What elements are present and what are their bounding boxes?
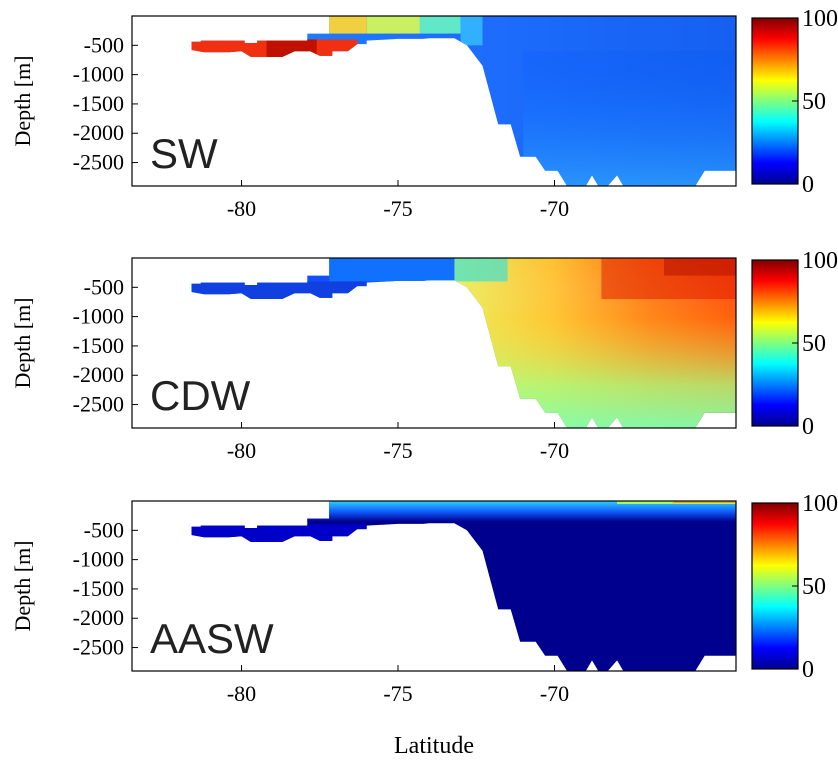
y-tick-label: -1000	[73, 62, 124, 87]
y-tick-label: -2500	[73, 392, 124, 417]
panel-aasw: -500 -1000 -1500 -2000 -2500 -80 -75 -70 Depth […	[10, 491, 838, 706]
colorbar	[752, 503, 798, 669]
cavity-mark	[191, 39, 358, 59]
colorbar-tick-label: 100	[802, 6, 838, 32]
x-tick-label: -80	[227, 681, 256, 706]
y-tick-label: -500	[84, 32, 124, 57]
field-sw	[191, 16, 736, 186]
panel-sw: -500 -1000 -1500 -2000 -2500 -80 -75 -70 Depth […	[10, 6, 838, 221]
colorbar	[752, 18, 798, 184]
y-tick-label: -1500	[73, 91, 124, 116]
colorbar	[752, 260, 798, 426]
colorbar-tick-label: 0	[802, 657, 814, 683]
panel-label: CDW	[150, 372, 251, 419]
x-tick-label: -75	[383, 438, 412, 463]
y-tick-label: -1500	[73, 333, 124, 358]
panel-label: SW	[150, 130, 218, 177]
y-axis-label: Depth [m]	[10, 55, 35, 146]
y-tick-label: -500	[84, 517, 124, 542]
colorbar-tick-label: 0	[802, 172, 814, 198]
x-tick-label: -70	[540, 681, 569, 706]
y-tick-label: -2500	[73, 635, 124, 660]
panel-label: AASW	[150, 615, 274, 662]
y-axis-label: Depth [m]	[10, 540, 35, 631]
y-axis-label: Depth [m]	[10, 297, 35, 388]
y-tick-label: -2000	[73, 120, 124, 145]
colorbar-tick-label: 50	[802, 331, 826, 357]
axes-frame	[131, 500, 737, 672]
panel-cdw: -500 -1000 -1500 -2000 -2500 -80 -75 -70 Depth […	[10, 248, 838, 463]
x-tick-label: -80	[227, 196, 256, 221]
x-tick-label: -80	[227, 438, 256, 463]
colorbar-tick-label: 100	[802, 491, 838, 517]
y-tick-label: -1000	[73, 304, 124, 329]
x-tick-label: -75	[383, 681, 412, 706]
y-tick-label: -2000	[73, 362, 124, 387]
x-axis-label: Latitude	[394, 733, 474, 759]
colorbar-tick-label: 50	[802, 89, 826, 115]
y-tick-label: -2000	[73, 605, 124, 630]
x-tick-label: -75	[383, 196, 412, 221]
x-tick-label: -70	[540, 438, 569, 463]
colorbar-tick-label: 0	[802, 414, 814, 440]
y-tick-label: -500	[84, 274, 124, 299]
y-tick-label: -2500	[73, 150, 124, 175]
y-tick-label: -1000	[73, 547, 124, 572]
y-tick-label: -1500	[73, 576, 124, 601]
axes-frame	[131, 15, 737, 187]
colorbar-tick-label: 50	[802, 574, 826, 600]
colorbar-tick-label: 100	[802, 248, 838, 274]
x-tick-label: -70	[540, 196, 569, 221]
axes-frame	[131, 257, 737, 429]
